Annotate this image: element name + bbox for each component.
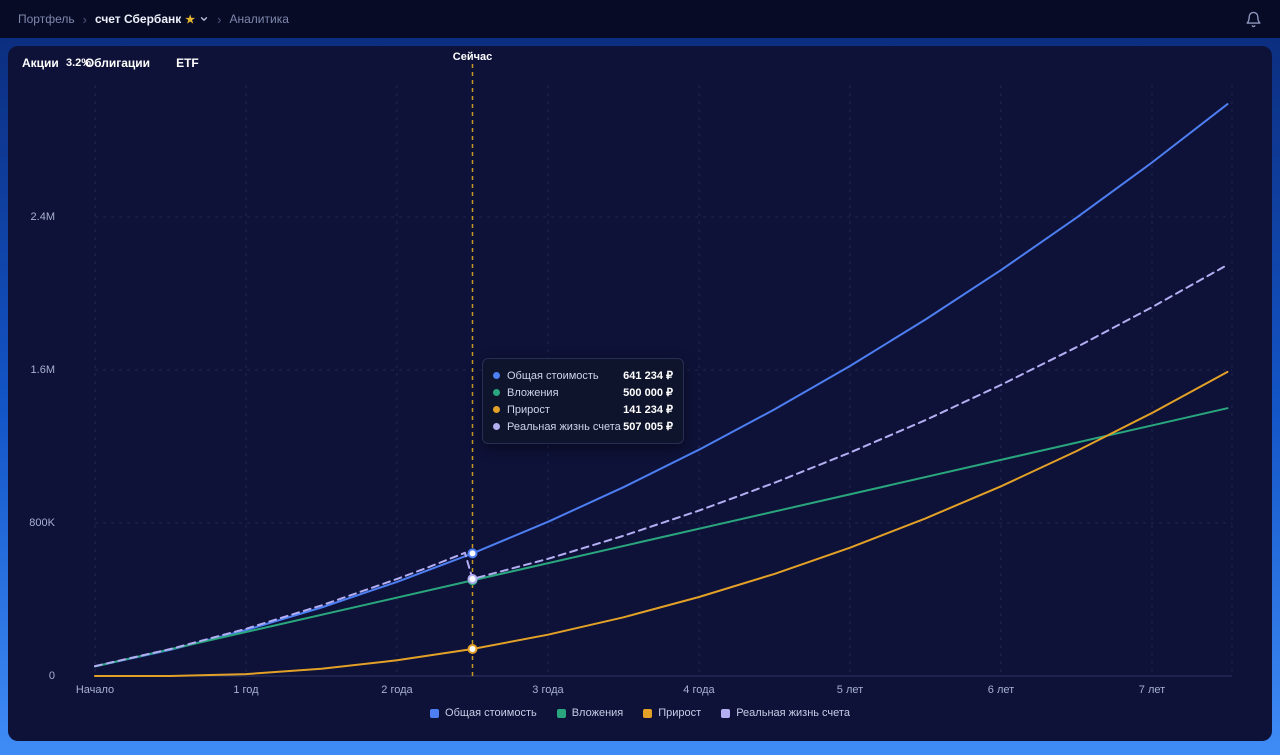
series-line-invested bbox=[94, 407, 1229, 668]
tooltip-series-dot bbox=[493, 423, 500, 430]
x-axis-label: Начало bbox=[75, 684, 115, 696]
tooltip-value: 141 234 ₽ bbox=[623, 404, 673, 416]
analytics-panel: Акции Облигации ETF 3.2% Сейчас Общая ст… bbox=[8, 46, 1272, 741]
account-name: счет Сбербанк bbox=[94, 12, 182, 26]
marker-growth[interactable] bbox=[467, 644, 478, 654]
chart-canvas bbox=[94, 64, 1233, 677]
chevron-right-icon: › bbox=[217, 11, 222, 27]
now-label: Сейчас bbox=[452, 51, 493, 63]
x-axis-label: 2 года bbox=[381, 684, 413, 696]
marker-real[interactable] bbox=[467, 574, 478, 584]
y-axis-label: 1.6M bbox=[30, 363, 55, 376]
series-line-total bbox=[94, 103, 1229, 668]
legend-swatch bbox=[556, 708, 566, 718]
legend-swatch bbox=[643, 708, 653, 718]
series-line-growth bbox=[94, 370, 1229, 677]
tab-bonds[interactable]: Облигации bbox=[84, 56, 151, 70]
tab-stocks[interactable]: Акции bbox=[22, 56, 59, 70]
tooltip-label: Реальная жизнь счета bbox=[507, 420, 621, 433]
legend-item-growth[interactable]: Прирост bbox=[643, 707, 701, 719]
legend-label: Реальная жизнь счета bbox=[736, 707, 850, 719]
tooltip-value: 507 005 ₽ bbox=[623, 421, 673, 433]
x-axis-label: 4 года bbox=[683, 684, 715, 696]
legend-item-invested[interactable]: Вложения bbox=[556, 707, 624, 719]
x-axis-label: 6 лет bbox=[987, 684, 1015, 696]
legend-label: Прирост bbox=[658, 707, 702, 719]
legend-label: Общая стоимость bbox=[445, 707, 537, 719]
legend-item-real[interactable]: Реальная жизнь счета bbox=[721, 707, 850, 719]
legend-swatch bbox=[721, 708, 731, 718]
tooltip-series-dot bbox=[493, 372, 500, 379]
tab-bar: Акции Облигации ETF bbox=[22, 56, 199, 70]
tooltip-label: Вложения bbox=[507, 386, 559, 399]
bell-icon[interactable] bbox=[1245, 11, 1262, 28]
chart-tooltip: Общая стоимость 641 234 ₽ Вложения 500 000 … bbox=[482, 358, 684, 444]
percent-badge: 3.2% bbox=[66, 57, 92, 69]
chart-area: Сейчас Общая стоимость 641 234 ₽ Вложения 5… bbox=[8, 46, 1272, 741]
series-line-real bbox=[94, 263, 1229, 668]
breadcrumb-portfolio[interactable]: Портфель bbox=[18, 12, 75, 26]
y-axis-label: 0 bbox=[48, 670, 55, 682]
legend-label: Вложения bbox=[571, 707, 624, 719]
x-axis-label: 3 года bbox=[532, 684, 564, 696]
chart-legend: Общая стоимость Вложения Прирост Реальная ж… bbox=[8, 707, 1272, 719]
y-axis-label: 800K bbox=[29, 516, 55, 529]
breadcrumb-analytics[interactable]: Аналитика bbox=[229, 12, 289, 26]
tooltip-series-dot bbox=[493, 406, 500, 413]
tooltip-row-growth: Прирост 141 234 ₽ bbox=[493, 401, 673, 418]
legend-swatch bbox=[430, 708, 440, 718]
y-axis-label: 2.4M bbox=[30, 210, 55, 223]
tab-etf[interactable]: ETF bbox=[176, 56, 199, 70]
star-icon: ★ bbox=[185, 13, 196, 26]
breadcrumb-account[interactable]: счет Сбербанк ★ bbox=[95, 12, 209, 26]
tooltip-row-total: Общая стоимость 641 234 ₽ bbox=[493, 367, 673, 384]
chevron-right-icon: › bbox=[82, 11, 87, 27]
x-axis-label: 7 лет bbox=[1138, 684, 1166, 696]
tooltip-row-invested: Вложения 500 000 ₽ bbox=[493, 384, 673, 401]
chevron-down-icon[interactable] bbox=[199, 14, 209, 24]
breadcrumb: Портфель › счет Сбербанк ★ › Аналитика bbox=[18, 12, 289, 27]
tooltip-value: 500 000 ₽ bbox=[623, 387, 673, 399]
tooltip-label: Общая стоимость bbox=[507, 369, 599, 382]
tooltip-value: 641 234 ₽ bbox=[623, 370, 673, 382]
top-bar: Портфель › счет Сбербанк ★ › Аналитика bbox=[0, 0, 1280, 38]
x-axis-label: 5 лет bbox=[836, 684, 864, 696]
tooltip-series-dot bbox=[493, 389, 500, 396]
legend-item-total[interactable]: Общая стоимость bbox=[430, 707, 537, 719]
x-axis-label: 1 год bbox=[233, 684, 259, 696]
marker-total[interactable] bbox=[467, 548, 478, 559]
tooltip-row-real: Реальная жизнь счета 507 005 ₽ bbox=[493, 418, 673, 435]
tooltip-label: Прирост bbox=[507, 403, 550, 416]
